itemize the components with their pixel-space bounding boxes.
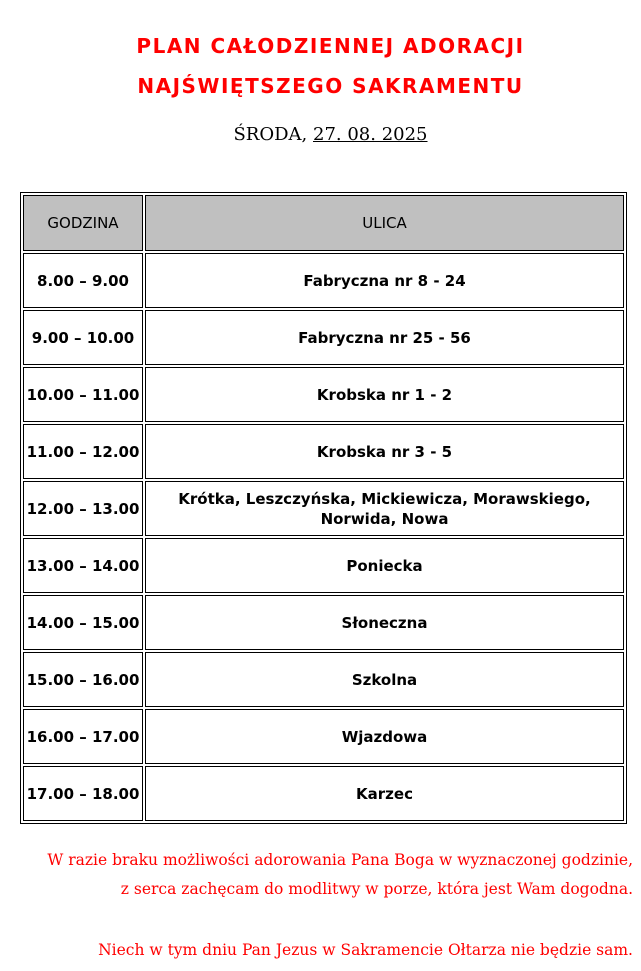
time-cell: 14.00 – 15.00 — [23, 595, 143, 650]
street-cell: Fabryczna nr 8 - 24 — [145, 253, 624, 308]
table-row: 9.00 – 10.00 Fabryczna nr 25 - 56 — [23, 310, 624, 365]
street-cell: Karzec — [145, 766, 624, 821]
street-cell: Krótka, Leszczyńska, Mickiewicza, Moraws… — [145, 481, 624, 536]
time-cell: 17.00 – 18.00 — [23, 766, 143, 821]
time-cell: 11.00 – 12.00 — [23, 424, 143, 479]
table-row: 14.00 – 15.00 Słoneczna — [23, 595, 624, 650]
time-cell: 15.00 – 16.00 — [23, 652, 143, 707]
table-row: 11.00 – 12.00 Krobska nr 3 - 5 — [23, 424, 624, 479]
street-cell: Słoneczna — [145, 595, 624, 650]
time-cell: 16.00 – 17.00 — [23, 709, 143, 764]
street-cell: Krobska nr 3 - 5 — [145, 424, 624, 479]
table-row: 8.00 – 9.00 Fabryczna nr 8 - 24 — [23, 253, 624, 308]
street-cell: Fabryczna nr 25 - 56 — [145, 310, 624, 365]
date: 27. 08. 2025 — [313, 124, 428, 145]
closing: Niech w tym dniu Pan Jezus w Sakramencie… — [98, 941, 633, 959]
street-cell: Krobska nr 1 - 2 — [145, 367, 624, 422]
day: ŚRODA, — [233, 124, 308, 145]
note-line-1: W razie braku możliwości adorowania Pana… — [47, 851, 633, 869]
table-row: 13.00 – 14.00 Poniecka — [23, 538, 624, 593]
table-row: 17.00 – 18.00 Karzec — [23, 766, 624, 821]
header-ulica: ULICA — [145, 195, 624, 251]
schedule-table: GODZINA ULICA 8.00 – 9.00 Fabryczna nr 8 … — [20, 192, 627, 824]
time-cell: 12.00 – 13.00 — [23, 481, 143, 536]
table-row: 12.00 – 13.00 Krótka, Leszczyńska, Mickie… — [23, 481, 624, 536]
title-line-1: PLAN CAŁODZIENNEJ ADORACJI — [136, 34, 525, 58]
time-cell: 8.00 – 9.00 — [23, 253, 143, 308]
table-row: 10.00 – 11.00 Krobska nr 1 - 2 — [23, 367, 624, 422]
street-cell: Poniecka — [145, 538, 624, 593]
header-godzina: GODZINA — [23, 195, 143, 251]
time-cell: 9.00 – 10.00 — [23, 310, 143, 365]
title-line-2: NAJŚWIĘTSZEGO SAKRAMENTU — [137, 74, 524, 98]
note-line-2: z serca zachęcam do modlitwy w porze, kt… — [120, 880, 633, 898]
time-cell: 13.00 – 14.00 — [23, 538, 143, 593]
street-cell: Szkolna — [145, 652, 624, 707]
date-line: ŚRODA, 27. 08. 2025 — [0, 124, 641, 145]
street-cell: Wjazdowa — [145, 709, 624, 764]
time-cell: 10.00 – 11.00 — [23, 367, 143, 422]
table-row: 16.00 – 17.00 Wjazdowa — [23, 709, 624, 764]
table-row: 15.00 – 16.00 Szkolna — [23, 652, 624, 707]
note: W razie braku możliwości adorowania Pana… — [47, 846, 633, 904]
